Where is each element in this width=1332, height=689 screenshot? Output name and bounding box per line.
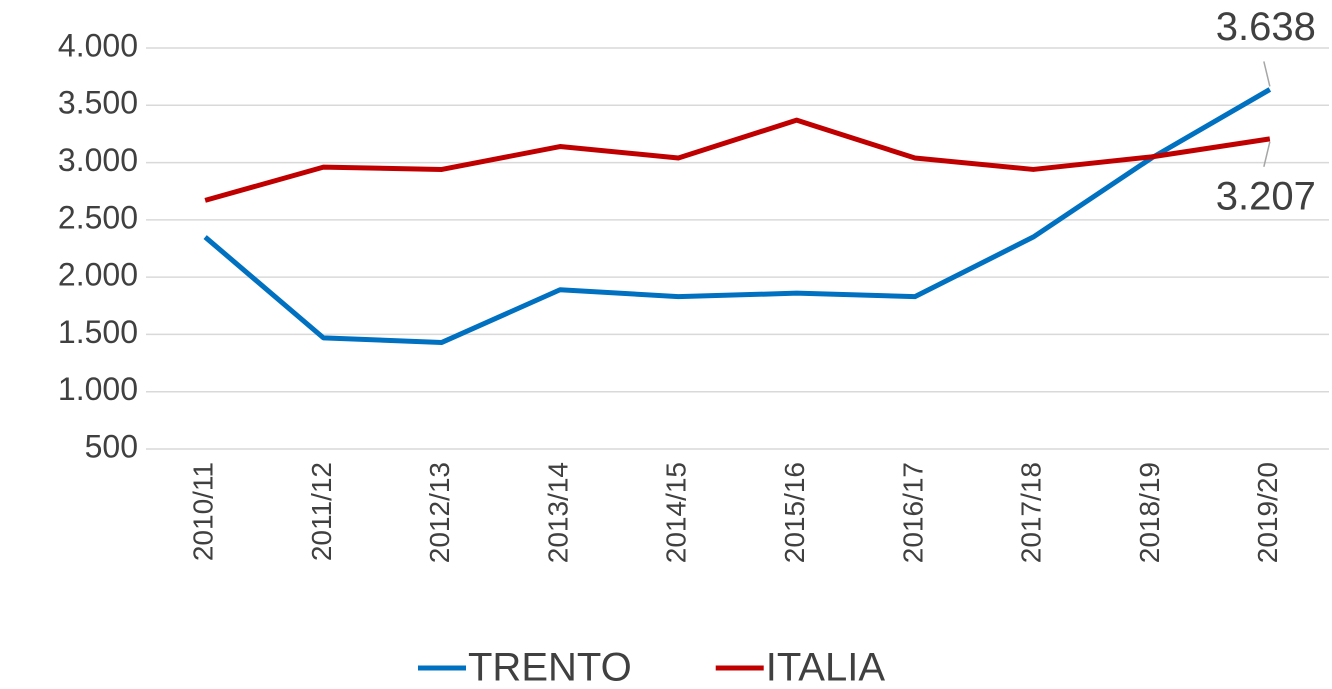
x-tick-label: 2018/19 xyxy=(1134,462,1165,563)
x-tick-label: 2014/15 xyxy=(661,462,692,563)
x-tick-label: 2017/18 xyxy=(1016,462,1047,563)
y-tick-label: 1.000 xyxy=(58,371,138,407)
y-tick-label: 2.500 xyxy=(58,199,138,235)
series-line xyxy=(203,87,1272,345)
y-tick-label: 4.000 xyxy=(58,27,138,63)
legend-label: TRENTO xyxy=(468,646,632,689)
leader-line xyxy=(1263,141,1271,168)
y-tick-label: 500 xyxy=(85,428,138,464)
leader-line xyxy=(1263,61,1271,87)
y-tick-label: 2.000 xyxy=(58,257,138,293)
y-tick-label: 3.500 xyxy=(58,85,138,121)
y-tick-label: 1.500 xyxy=(58,314,138,350)
x-tick-label: 2019/20 xyxy=(1252,462,1283,563)
data-label: 3.207 xyxy=(1216,174,1316,218)
x-tick-label: 2012/13 xyxy=(424,462,455,563)
x-tick-label: 2015/16 xyxy=(779,462,810,563)
legend-label: ITALIA xyxy=(766,646,886,689)
x-tick-label: 2010/11 xyxy=(188,462,219,561)
series-line xyxy=(204,117,1271,203)
x-tick-label: 2013/14 xyxy=(542,462,573,563)
y-tick-label: 3.000 xyxy=(58,142,138,178)
x-tick-label: 2016/17 xyxy=(897,462,928,563)
data-label: 3.638 xyxy=(1216,5,1316,49)
x-tick-label: 2011/12 xyxy=(306,462,337,561)
